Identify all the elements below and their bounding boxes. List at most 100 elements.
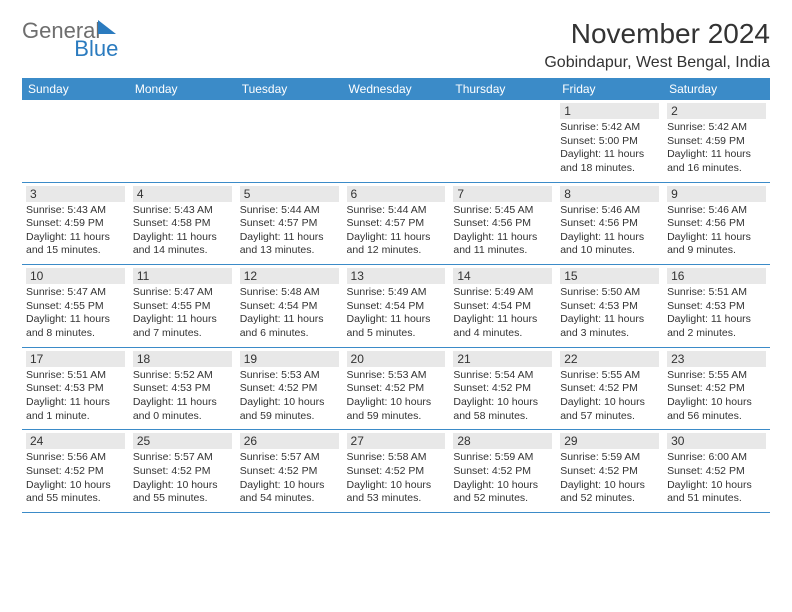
calendar-day-cell: 28 Sunrise: 5:59 AMSunset: 4:52 PMDayligh… — [449, 430, 556, 513]
day-number: 16 — [667, 268, 766, 284]
calendar-week-row: 17 Sunrise: 5:51 AMSunset: 4:53 PMDayligh… — [22, 347, 770, 430]
day-number: 24 — [26, 433, 125, 449]
calendar-day-cell: 19Sunrise: 5:53 AMSunset: 4:52 PMDayligh… — [236, 347, 343, 430]
day-number: 25 — [133, 433, 232, 449]
title-block: November 2024 Gobindapur, West Bengal, I… — [544, 18, 770, 72]
day-info: Sunrise: 5:59 AMSunset: 4:52 PMDaylight:… — [453, 451, 552, 506]
calendar-day-cell: 29 Sunrise: 5:59 AMSunset: 4:52 PMDayligh… — [556, 430, 663, 513]
day-number: 8 — [560, 186, 659, 202]
day-info: Sunrise: 5:43 AMSunset: 4:58 PMDaylight:… — [133, 204, 232, 259]
calendar-day-cell: 20 Sunrise: 5:53 AMSunset: 4:52 PMDayligh… — [343, 347, 450, 430]
calendar-week-row: 10 Sunrise: 5:47 AMSunset: 4:55 PMDayligh… — [22, 265, 770, 348]
day-info: Sunrise: 5:58 AMSunset: 4:52 PMDaylight:… — [347, 451, 446, 506]
calendar-week-row: 1 Sunrise: 5:42 AMSunset: 5:00 PMDaylight… — [22, 100, 770, 182]
calendar-day-cell: 21 Sunrise: 5:54 AMSunset: 4:52 PMDayligh… — [449, 347, 556, 430]
calendar-day-cell: 10 Sunrise: 5:47 AMSunset: 4:55 PMDayligh… — [22, 265, 129, 348]
day-info: Sunrise: 5:44 AMSunset: 4:57 PMDaylight:… — [240, 204, 339, 259]
day-number: 17 — [26, 351, 125, 367]
day-number: 6 — [347, 186, 446, 202]
calendar-day-cell: 14 Sunrise: 5:49 AMSunset: 4:54 PMDayligh… — [449, 265, 556, 348]
calendar-day-cell: 26 Sunrise: 5:57 AMSunset: 4:52 PMDayligh… — [236, 430, 343, 513]
calendar-day-cell: 2 Sunrise: 5:42 AMSunset: 4:59 PMDaylight… — [663, 100, 770, 182]
day-number: 23 — [667, 351, 766, 367]
day-number: 13 — [347, 268, 446, 284]
calendar-week-row: 24 Sunrise: 5:56 AMSunset: 4:52 PMDayligh… — [22, 430, 770, 513]
day-number: 19 — [240, 351, 339, 367]
day-info: Sunrise: 5:59 AMSunset: 4:52 PMDaylight:… — [560, 451, 659, 506]
logo-triangle-icon — [98, 20, 116, 34]
day-number: 21 — [453, 351, 552, 367]
day-info: Sunrise: 5:42 AMSunset: 4:59 PMDaylight:… — [667, 121, 766, 176]
calendar-week-row: 3Sunrise: 5:43 AMSunset: 4:59 PMDaylight… — [22, 182, 770, 265]
day-info: Sunrise: 6:00 AMSunset: 4:52 PMDaylight:… — [667, 451, 766, 506]
calendar-day-cell: 13 Sunrise: 5:49 AMSunset: 4:54 PMDayligh… — [343, 265, 450, 348]
header: General Blue November 2024 Gobindapur, W… — [22, 18, 770, 72]
calendar-day-cell: 12 Sunrise: 5:48 AMSunset: 4:54 PMDayligh… — [236, 265, 343, 348]
weekday-header: Saturday — [663, 78, 770, 100]
day-number: 22 — [560, 351, 659, 367]
calendar-day-cell: 22 Sunrise: 5:55 AMSunset: 4:52 PMDayligh… — [556, 347, 663, 430]
day-info: Sunrise: 5:57 AMSunset: 4:52 PMDaylight:… — [240, 451, 339, 506]
calendar-day-cell: 30Sunrise: 6:00 AMSunset: 4:52 PMDayligh… — [663, 430, 770, 513]
calendar-day-cell: 7 Sunrise: 5:45 AMSunset: 4:56 PMDaylight… — [449, 182, 556, 265]
day-info: Sunrise: 5:54 AMSunset: 4:52 PMDaylight:… — [453, 369, 552, 424]
day-number: 18 — [133, 351, 232, 367]
day-number: 9 — [667, 186, 766, 202]
day-info: Sunrise: 5:52 AMSunset: 4:53 PMDaylight:… — [133, 369, 232, 424]
day-number: 20 — [347, 351, 446, 367]
day-info: Sunrise: 5:42 AMSunset: 5:00 PMDaylight:… — [560, 121, 659, 176]
day-number: 15 — [560, 268, 659, 284]
day-info: Sunrise: 5:51 AMSunset: 4:53 PMDaylight:… — [667, 286, 766, 341]
day-number: 2 — [667, 103, 766, 119]
day-info: Sunrise: 5:45 AMSunset: 4:56 PMDaylight:… — [453, 204, 552, 259]
calendar-day-cell — [22, 100, 129, 182]
day-number: 28 — [453, 433, 552, 449]
day-info: Sunrise: 5:49 AMSunset: 4:54 PMDaylight:… — [347, 286, 446, 341]
day-info: Sunrise: 5:46 AMSunset: 4:56 PMDaylight:… — [667, 204, 766, 259]
day-number: 26 — [240, 433, 339, 449]
day-number: 29 — [560, 433, 659, 449]
calendar-day-cell: 9 Sunrise: 5:46 AMSunset: 4:56 PMDaylight… — [663, 182, 770, 265]
day-info: Sunrise: 5:47 AMSunset: 4:55 PMDaylight:… — [26, 286, 125, 341]
day-number: 14 — [453, 268, 552, 284]
day-number: 10 — [26, 268, 125, 284]
calendar-day-cell: 8 Sunrise: 5:46 AMSunset: 4:56 PMDaylight… — [556, 182, 663, 265]
logo-text-blue: Blue — [74, 36, 118, 61]
day-info: Sunrise: 5:49 AMSunset: 4:54 PMDaylight:… — [453, 286, 552, 341]
calendar-day-cell: 5 Sunrise: 5:44 AMSunset: 4:57 PMDaylight… — [236, 182, 343, 265]
weekday-header: Sunday — [22, 78, 129, 100]
day-number: 1 — [560, 103, 659, 119]
calendar-day-cell — [343, 100, 450, 182]
weekday-header-row: SundayMondayTuesdayWednesdayThursdayFrid… — [22, 78, 770, 100]
day-info: Sunrise: 5:44 AMSunset: 4:57 PMDaylight:… — [347, 204, 446, 259]
calendar-table: SundayMondayTuesdayWednesdayThursdayFrid… — [22, 78, 770, 513]
day-info: Sunrise: 5:55 AMSunset: 4:52 PMDaylight:… — [667, 369, 766, 424]
day-info: Sunrise: 5:46 AMSunset: 4:56 PMDaylight:… — [560, 204, 659, 259]
calendar-day-cell: 3Sunrise: 5:43 AMSunset: 4:59 PMDaylight… — [22, 182, 129, 265]
calendar-day-cell: 6 Sunrise: 5:44 AMSunset: 4:57 PMDaylight… — [343, 182, 450, 265]
day-number: 12 — [240, 268, 339, 284]
weekday-header: Tuesday — [236, 78, 343, 100]
calendar-day-cell: 15Sunrise: 5:50 AMSunset: 4:53 PMDayligh… — [556, 265, 663, 348]
day-number: 4 — [133, 186, 232, 202]
day-number: 7 — [453, 186, 552, 202]
day-info: Sunrise: 5:53 AMSunset: 4:52 PMDaylight:… — [347, 369, 446, 424]
calendar-day-cell: 27 Sunrise: 5:58 AMSunset: 4:52 PMDayligh… — [343, 430, 450, 513]
weekday-header: Wednesday — [343, 78, 450, 100]
day-number: 3 — [26, 186, 125, 202]
day-info: Sunrise: 5:51 AMSunset: 4:53 PMDaylight:… — [26, 369, 125, 424]
day-info: Sunrise: 5:55 AMSunset: 4:52 PMDaylight:… — [560, 369, 659, 424]
calendar-day-cell: 1 Sunrise: 5:42 AMSunset: 5:00 PMDaylight… — [556, 100, 663, 182]
weekday-header: Thursday — [449, 78, 556, 100]
day-info: Sunrise: 5:48 AMSunset: 4:54 PMDaylight:… — [240, 286, 339, 341]
month-title: November 2024 — [544, 18, 770, 50]
day-number: 5 — [240, 186, 339, 202]
calendar-day-cell — [129, 100, 236, 182]
calendar-day-cell: 16 Sunrise: 5:51 AMSunset: 4:53 PMDayligh… — [663, 265, 770, 348]
calendar-day-cell: 18 Sunrise: 5:52 AMSunset: 4:53 PMDayligh… — [129, 347, 236, 430]
calendar-day-cell: 25Sunrise: 5:57 AMSunset: 4:52 PMDayligh… — [129, 430, 236, 513]
day-info: Sunrise: 5:47 AMSunset: 4:55 PMDaylight:… — [133, 286, 232, 341]
day-number: 27 — [347, 433, 446, 449]
day-info: Sunrise: 5:56 AMSunset: 4:52 PMDaylight:… — [26, 451, 125, 506]
calendar-day-cell: 4 Sunrise: 5:43 AMSunset: 4:58 PMDaylight… — [129, 182, 236, 265]
